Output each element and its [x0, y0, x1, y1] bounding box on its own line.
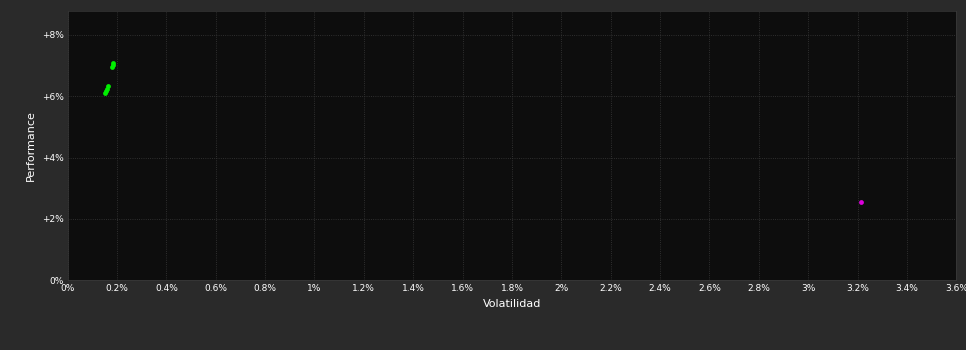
- Y-axis label: Performance: Performance: [26, 110, 36, 181]
- Point: [99, 86, 114, 91]
- Point: [103, 64, 119, 70]
- X-axis label: Volatilidad: Volatilidad: [483, 299, 541, 309]
- Point: [98, 90, 113, 96]
- Point: [854, 199, 869, 205]
- Point: [105, 60, 121, 65]
- Point: [99, 88, 114, 94]
- Point: [105, 62, 121, 68]
- Point: [100, 83, 116, 88]
